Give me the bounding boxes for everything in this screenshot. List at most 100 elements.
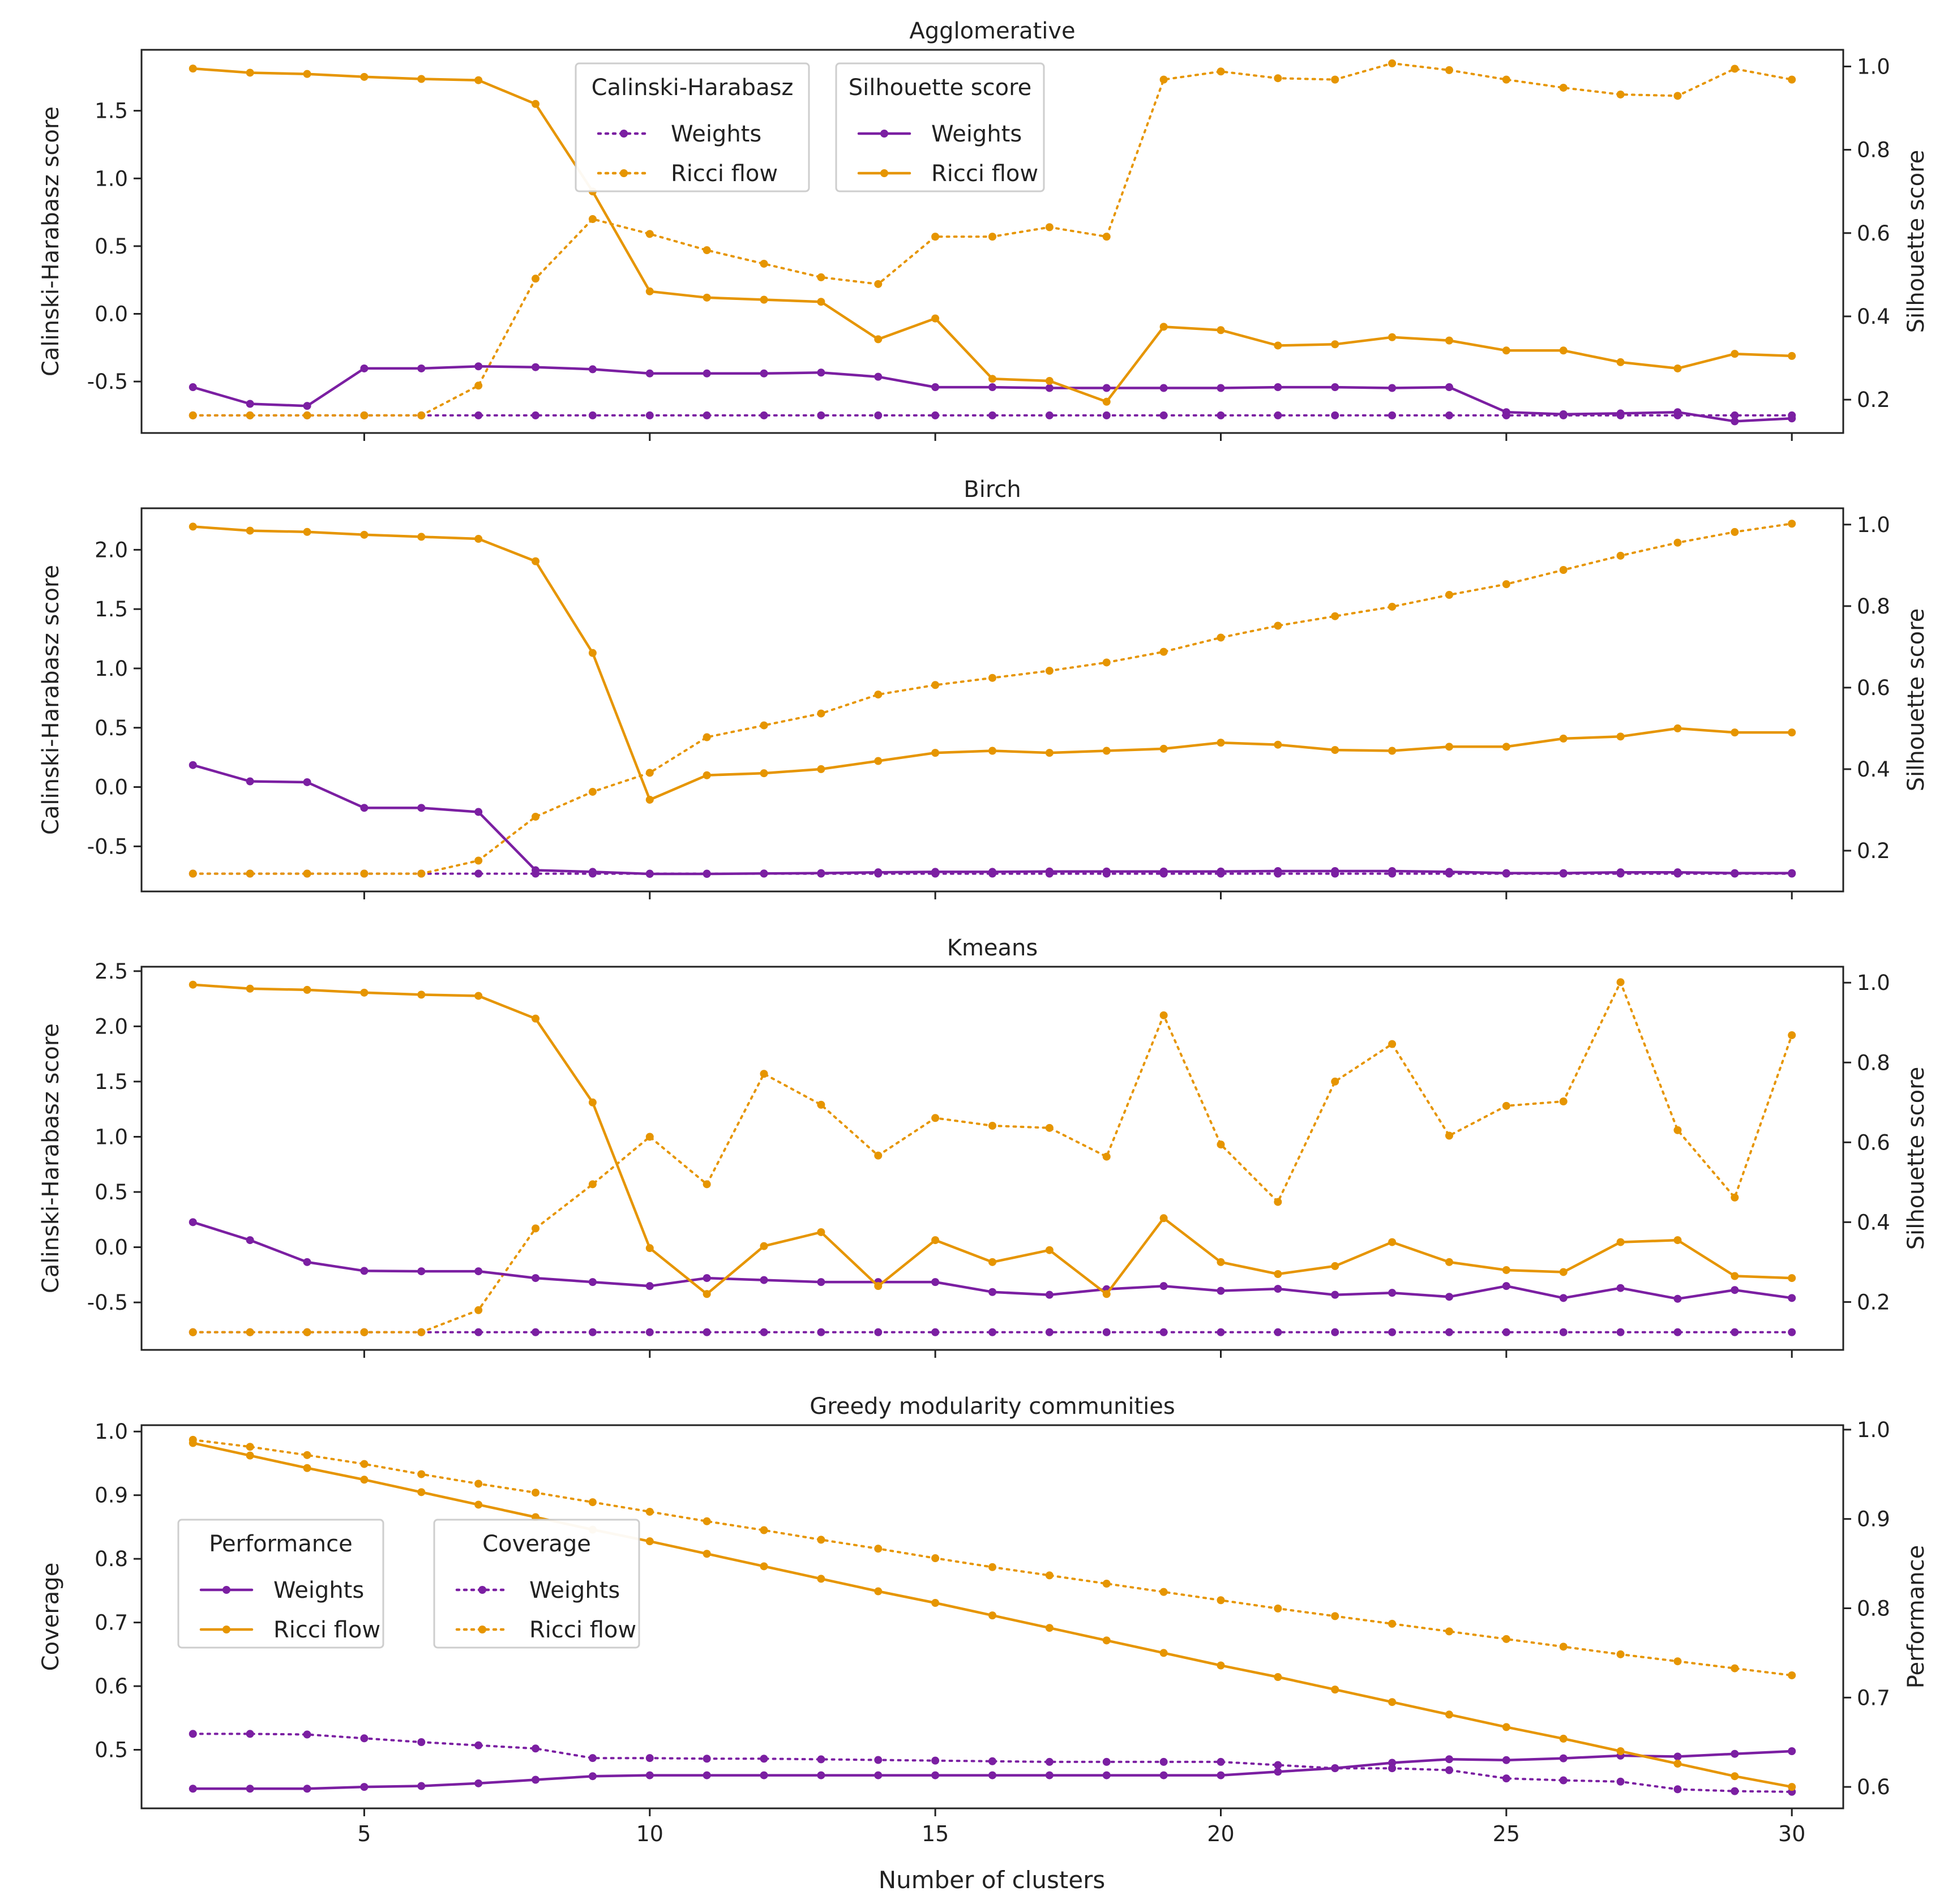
data-point [532, 411, 540, 419]
data-point [1788, 520, 1796, 528]
data-point [703, 1274, 711, 1283]
data-point [1274, 1604, 1282, 1613]
data-point [1331, 1290, 1339, 1299]
data-point [532, 1328, 540, 1336]
legend-marker [222, 1586, 230, 1594]
data-point [1045, 1771, 1054, 1779]
plot-frame [140, 49, 1844, 434]
data-point [1159, 75, 1168, 84]
data-point [874, 1771, 883, 1779]
data-point [1388, 1328, 1397, 1336]
data-point [874, 868, 883, 877]
data-point [1502, 1266, 1510, 1274]
data-point [246, 1328, 254, 1336]
data-point [1045, 384, 1054, 392]
data-point [1445, 1627, 1453, 1636]
legend-0: Performance Weights Ricci flow [177, 1519, 384, 1649]
data-point [1159, 1771, 1168, 1779]
y-right-tick-label: 0.4 [1857, 1210, 1890, 1234]
data-point [1445, 591, 1453, 599]
data-point [645, 1282, 654, 1290]
data-point [474, 1328, 483, 1336]
y-left-tick-label: 0.9 [95, 1483, 128, 1508]
data-point [817, 298, 825, 306]
data-point [988, 868, 996, 876]
data-point [1102, 1636, 1111, 1645]
data-point [1217, 1328, 1225, 1336]
data-point [1274, 341, 1282, 350]
data-point [703, 1550, 711, 1558]
data-point [1045, 1290, 1054, 1299]
data-point [1445, 868, 1453, 876]
data-point [1331, 411, 1339, 419]
data-point [1331, 75, 1339, 84]
y-left-tick-label: 0.8 [95, 1547, 128, 1571]
y-right-tick-label: 0.8 [1857, 1597, 1890, 1621]
data-point [1673, 538, 1682, 547]
data-point [1559, 1754, 1568, 1763]
legend-label: Weights [273, 1577, 364, 1603]
data-point [645, 870, 654, 878]
data-point [303, 1785, 311, 1793]
data-point [645, 287, 654, 295]
data-point [1102, 411, 1111, 419]
data-point [1559, 1097, 1568, 1106]
data-point [1045, 411, 1054, 419]
data-point [1616, 1650, 1625, 1658]
plot-frame [140, 966, 1844, 1351]
data-point [360, 804, 369, 812]
data-point [1731, 1772, 1739, 1781]
data-point [1159, 1328, 1168, 1336]
data-point [303, 1451, 311, 1459]
data-point [474, 1500, 483, 1509]
data-point [1217, 1771, 1225, 1779]
data-point [703, 1755, 711, 1763]
data-point [1445, 66, 1453, 74]
data-point [360, 1460, 369, 1468]
data-point [1388, 1698, 1397, 1706]
data-point [703, 1180, 711, 1189]
data-point [189, 1218, 197, 1227]
data-point [1673, 1752, 1682, 1761]
data-point [417, 1782, 426, 1790]
y-right-label: Silhouette score [1903, 608, 1929, 792]
data-point [1502, 1282, 1510, 1290]
data-point [1217, 384, 1225, 392]
y-right-tick-label: 0.6 [1857, 676, 1890, 700]
data-point [1331, 383, 1339, 392]
data-point [1331, 746, 1339, 754]
data-point [1502, 1635, 1510, 1643]
y-left-tick-label: 0.5 [95, 1180, 128, 1204]
data-point [474, 1779, 483, 1787]
data-point [1274, 1328, 1282, 1336]
data-point [931, 1756, 940, 1765]
data-point [303, 411, 311, 419]
data-point [1331, 867, 1339, 875]
legend-marker [620, 130, 628, 138]
data-point [760, 259, 768, 268]
data-point [532, 100, 540, 108]
data-point [1788, 75, 1796, 84]
data-point [874, 757, 883, 765]
data-point [1388, 1238, 1397, 1246]
data-point [1731, 411, 1739, 419]
data-point [931, 314, 940, 323]
data-point [417, 1488, 426, 1496]
data-point [1102, 1290, 1111, 1298]
data-point [1217, 1596, 1225, 1605]
data-point [1159, 411, 1168, 419]
data-point [1388, 384, 1397, 392]
data-point [1502, 408, 1510, 417]
data-point [303, 778, 311, 786]
data-point [417, 869, 426, 878]
data-point [1502, 580, 1510, 589]
data-point [1559, 734, 1568, 743]
data-point [1616, 868, 1625, 877]
data-point [874, 280, 883, 288]
data-point [1102, 1152, 1111, 1161]
data-point [703, 733, 711, 741]
data-point [988, 674, 996, 682]
data-point [817, 709, 825, 718]
y-left-label: Calinski-Harabasz score [38, 565, 64, 835]
data-point [760, 1070, 768, 1078]
